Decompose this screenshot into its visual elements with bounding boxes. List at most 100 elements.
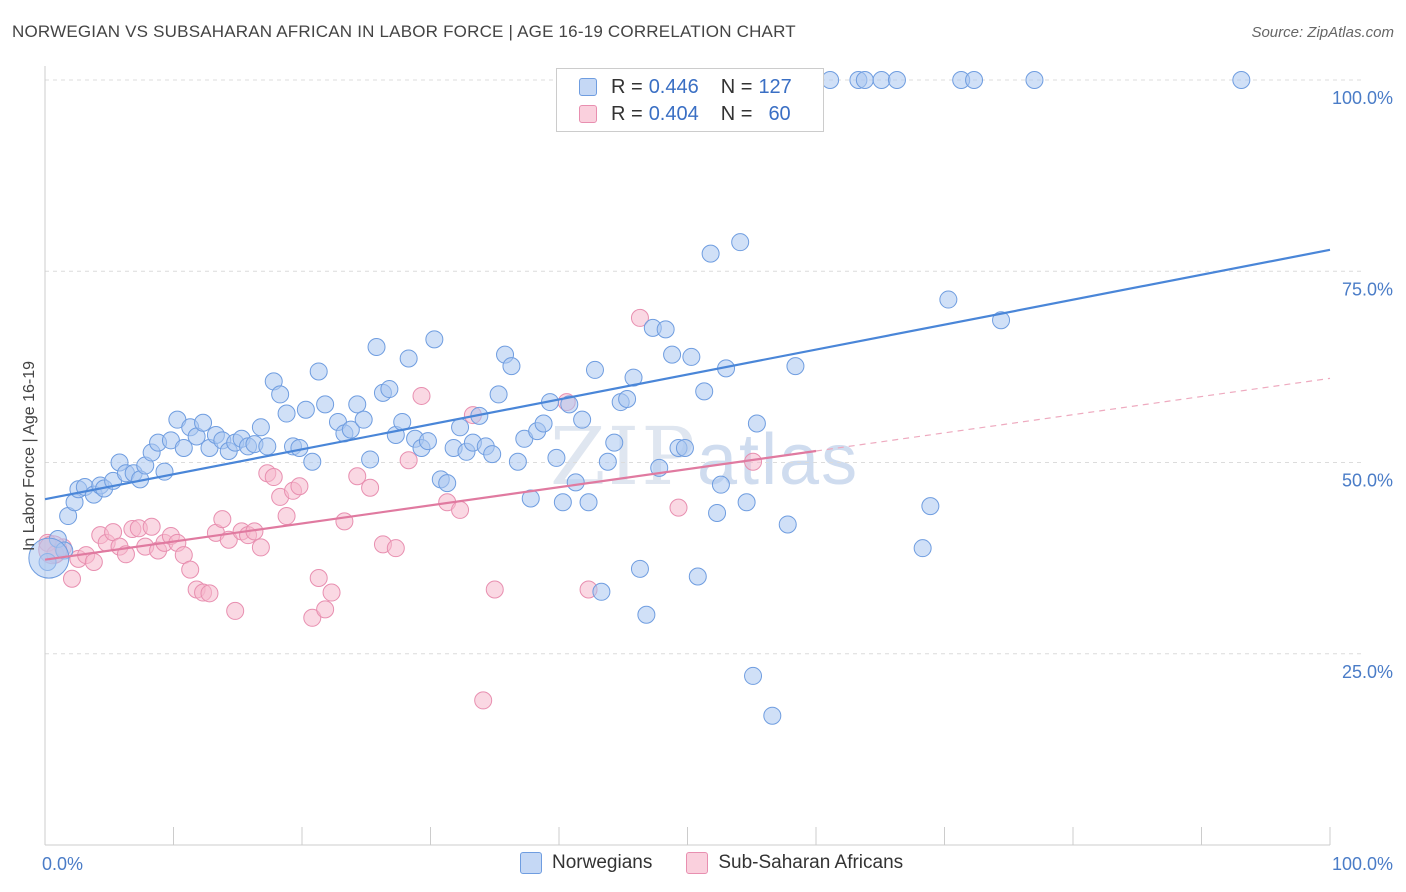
norwegians-point <box>688 567 707 586</box>
subsaharan-point <box>219 530 238 549</box>
subsaharan-point <box>630 308 649 327</box>
subsaharan-point <box>84 552 103 571</box>
legend-swatch-norwegians <box>520 852 542 874</box>
x-tick-label: 0.0% <box>42 854 83 874</box>
grid-lines <box>45 79 1365 655</box>
subsaharan-point <box>485 580 504 599</box>
norwegians-point <box>711 475 730 494</box>
norwegians-point <box>747 414 766 433</box>
norwegians-point <box>763 706 782 725</box>
subsaharan-point <box>412 386 431 405</box>
legend-swatch-norwegians <box>579 78 597 96</box>
subsaharan-point <box>264 468 283 487</box>
norwegians-point <box>637 605 656 624</box>
norwegians-point <box>887 71 906 89</box>
norwegians-trend-line <box>44 248 1331 501</box>
norwegians-point <box>553 493 572 512</box>
norwegians-point <box>508 452 527 471</box>
norwegians-point <box>778 515 797 534</box>
norwegians-point <box>663 345 682 364</box>
subsaharan-point <box>142 517 161 536</box>
legend-n-label: N = <box>720 102 753 125</box>
norwegians-point <box>585 360 604 379</box>
norwegians-point <box>303 452 322 471</box>
y-tick-label: 50.0% <box>1342 471 1393 491</box>
legend-item-norwegians: Norwegians <box>520 852 652 874</box>
y-tick-label: 25.0% <box>1342 662 1393 682</box>
subsaharan-point <box>213 510 232 529</box>
norwegians-point <box>708 503 727 522</box>
norwegians-point <box>921 497 940 516</box>
norwegians-point <box>361 450 380 469</box>
legend-label-norwegians: Norwegians <box>552 852 653 873</box>
chart-title: NORWEGIAN VS SUBSAHARAN AFRICAN IN LABOR… <box>12 22 796 41</box>
norwegians-point <box>341 420 360 439</box>
norwegians-point <box>399 349 418 368</box>
norwegians-point <box>965 71 984 89</box>
norwegians-point <box>701 244 720 263</box>
trend-lines <box>44 248 1331 561</box>
norwegians-point <box>451 418 470 437</box>
norwegians-point <box>939 290 958 309</box>
norwegians-point <box>534 414 553 433</box>
norwegians-point <box>348 395 367 414</box>
norwegians-point <box>521 489 540 508</box>
legend-r-label: R = <box>611 102 643 125</box>
legend-r-value: 0.446 <box>648 75 699 98</box>
legend-row-norwegians: R = 0.446 N = 127 <box>579 74 792 100</box>
norwegians-point <box>618 390 637 409</box>
subsaharan-point <box>303 608 322 627</box>
series-legend: Norwegians Sub-Saharan Africans <box>520 852 937 874</box>
subsaharan-point <box>226 601 245 620</box>
norwegians-point <box>630 559 649 578</box>
legend-r-value: 0.404 <box>648 102 699 125</box>
legend-n-value: 127 <box>758 75 792 98</box>
norwegians-point <box>425 330 444 349</box>
norwegians-point <box>592 582 611 601</box>
norwegians-point <box>296 400 315 419</box>
norwegians-point <box>502 357 521 376</box>
norwegians-point <box>380 380 399 399</box>
subsaharan-point <box>181 560 200 579</box>
norwegians-point <box>682 347 701 366</box>
norwegians-point <box>695 382 714 401</box>
norwegians-point <box>277 404 296 423</box>
norwegians-point <box>1232 71 1251 89</box>
subsaharan-point <box>316 600 335 619</box>
norwegians-point <box>489 385 508 404</box>
subsaharan-point <box>309 569 328 588</box>
norwegians-point <box>418 432 437 451</box>
norwegians-point <box>737 493 756 512</box>
norwegians-point <box>744 666 763 685</box>
norwegians-point <box>174 438 193 457</box>
norwegians-point <box>1025 71 1044 89</box>
norwegians-point <box>251 418 270 437</box>
legend-swatch-subsaharan <box>686 852 709 874</box>
norwegians-point <box>821 71 840 89</box>
norwegians-point <box>367 337 386 356</box>
series-norwegians-points <box>28 71 1251 725</box>
subsaharan-point <box>669 498 688 517</box>
norwegians-point <box>483 445 502 464</box>
norwegians-point <box>560 395 579 414</box>
norwegians-point <box>675 438 694 457</box>
legend-r-label: R = <box>611 75 643 98</box>
subsaharan-point <box>322 583 341 602</box>
norwegians-point <box>309 362 328 381</box>
subsaharan-point <box>386 539 405 558</box>
norwegians-point <box>258 437 277 456</box>
norwegians-point <box>731 233 750 252</box>
legend-item-subsaharan: Sub-Saharan Africans <box>686 852 903 874</box>
norwegians-point <box>855 71 874 89</box>
subsaharan-point <box>200 584 219 603</box>
norwegians-point <box>913 539 932 558</box>
subsaharan-point <box>335 512 354 531</box>
subsaharan-point <box>116 545 135 564</box>
norwegians-point <box>316 395 335 414</box>
norwegians-point <box>598 452 617 471</box>
y-tick-label: 100.0% <box>1332 88 1393 108</box>
subsaharan-point <box>474 691 493 710</box>
y-axis-label: In Labor Force | Age 16-19 <box>21 361 38 551</box>
subsaharan-point <box>251 538 270 557</box>
norwegians-point <box>786 357 805 376</box>
